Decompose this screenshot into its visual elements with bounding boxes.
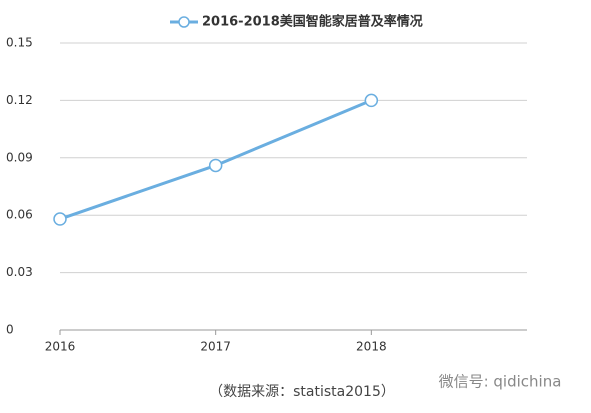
- watermark: 微信号: qidichina: [439, 373, 562, 391]
- y-tick-label: 0.09: [6, 150, 33, 164]
- x-tick-label: 2017: [200, 340, 231, 354]
- y-tick-label: 0.15: [6, 36, 33, 50]
- y-tick-label: 0.06: [6, 208, 33, 222]
- y-tick-label: 0.12: [6, 93, 33, 107]
- source-note: （数据来源：statista2015）: [209, 384, 395, 400]
- data-point: [208, 158, 223, 173]
- y-tick-label: 0: [6, 323, 14, 337]
- legend-marker: [178, 16, 190, 28]
- data-point: [364, 93, 379, 108]
- y-tick-label: 0.03: [6, 265, 33, 279]
- data-point: [53, 212, 67, 226]
- x-tick-label: 2018: [356, 340, 387, 354]
- legend-label: 2016-2018美国智能家居普及率情况: [202, 14, 423, 30]
- x-tick-label: 2016: [45, 340, 76, 354]
